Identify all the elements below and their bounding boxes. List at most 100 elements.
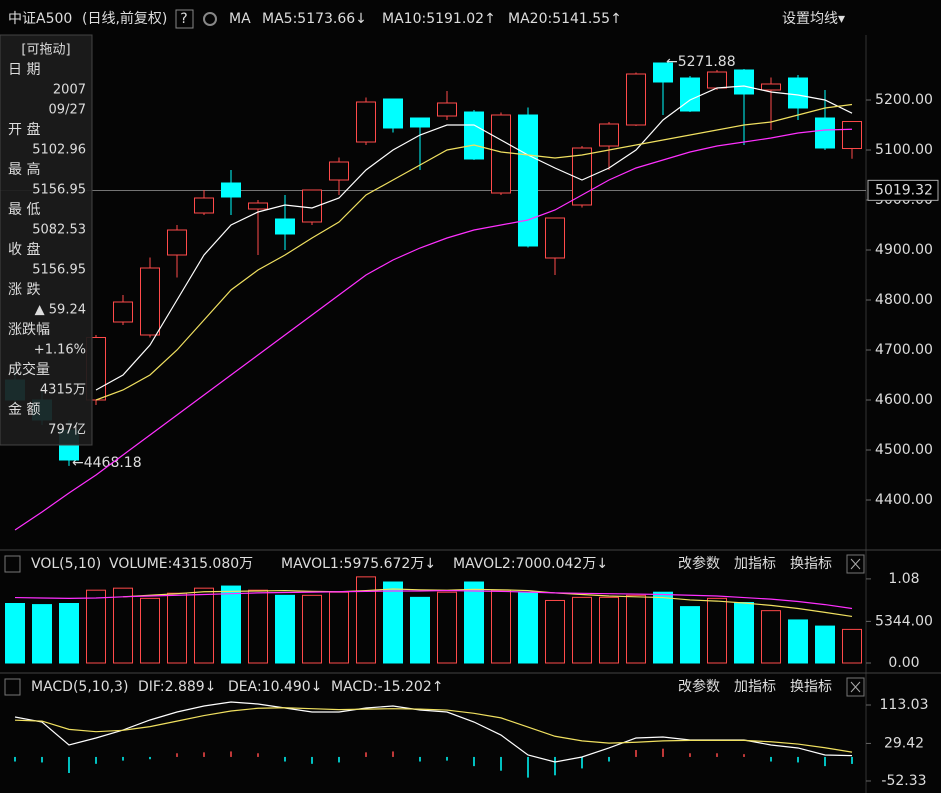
vol-legend: MAVOL1:5975.672万↓ [281,556,436,572]
candle-body [707,71,727,89]
volume-bar [464,581,484,664]
button[interactable]: 换指标 [790,678,832,695]
candle-body [167,229,187,256]
volume-bar [248,589,268,664]
ma-line [95,103,853,401]
price-tag-label: 5019.32 [875,182,933,198]
candle-body [194,197,214,214]
info-value: 4315万 [40,383,86,398]
button[interactable]: 加指标 [734,679,776,695]
volume-bar [572,596,592,664]
volume-bar [194,587,214,664]
button[interactable]: 换指标 [790,555,832,572]
info-value: 797亿 [48,423,86,438]
vol-legend: MAVOL2:7000.042万↓ [453,556,608,572]
candle-body [734,69,754,95]
y-tick-label: 0.00 [888,655,919,671]
y-tick-label: 4900.00 [875,242,933,258]
macd-legend: DEA:10.490↓ [228,679,322,695]
ma10-legend: MA10:5191.02↑ [382,11,496,27]
y-tick-label: 4700.00 [875,342,933,358]
volume-bar [518,591,538,664]
volume-bar [221,585,241,664]
button[interactable]: 加指标 [734,556,776,572]
info-label: 最 高 [8,161,40,178]
y-tick-label: -52.33 [881,773,926,789]
volume-bar [59,603,79,664]
volume-bar [599,596,619,664]
candle-body [221,182,241,198]
ma-line [95,85,853,391]
volume-bar [86,589,106,664]
candle-body [356,101,376,143]
info-label: 涨 跌 [8,282,40,298]
candle-body [140,267,160,336]
info-value: ▲ 59.24 [35,303,86,318]
candle-body [491,114,511,194]
volume-bar [788,619,808,664]
volume-bar [302,594,322,664]
candle-body [275,218,295,235]
price-tag [867,179,939,201]
candle-body [842,121,862,150]
volume-bar [653,591,673,664]
button[interactable]: 改参数 [678,678,720,695]
candle-body [653,62,673,83]
help[interactable]: ? [180,11,187,27]
info-panel[interactable]: [可拖动] 日 期 2007 09/27 开 盘 5102.96 最 高 515… [0,34,93,446]
candle-body [248,202,268,210]
volume-bar [680,606,700,664]
info-panel-bg [0,34,93,446]
button[interactable]: 改参数 [678,555,720,572]
info-label: 开 盘 [8,121,40,138]
volume-bar [383,581,403,664]
volume-bar [32,604,52,664]
title: 中证A500 [8,11,72,27]
close-box[interactable] [846,554,865,574]
info-label: 最 低 [8,202,40,218]
vol-title: VOL(5,10) [31,556,101,572]
volume-bar [410,596,430,664]
collapse-box[interactable] [4,678,21,696]
ma20-legend: MA20:5141.55↑ [508,11,622,27]
y-tick-label: 5344.00 [875,613,933,629]
y-tick-label: 5100.00 [875,142,933,158]
y-tick-label: 4600.00 [875,392,933,408]
ma-line [14,707,853,753]
y-tick-label: 29.42 [884,735,924,751]
candle-body [113,301,133,323]
volume-bar [140,597,160,664]
candle-body [599,123,619,147]
candle-body [383,98,403,129]
volume-bar [437,591,457,664]
volume-bar [734,601,754,664]
ma-line [14,589,853,610]
low-annotation: ←4468.18 [72,455,142,471]
info-value: +1.16% [34,343,86,358]
gear-icon[interactable] [203,12,217,26]
close-icon[interactable] [850,681,861,693]
y-tick-label: 113.03 [880,697,929,713]
settings[interactable]: 设置均线▾ [782,11,845,27]
collapse-box[interactable] [4,555,21,573]
close-box[interactable] [846,677,865,697]
close-icon[interactable] [850,558,861,570]
info-label: 金 额 [8,402,40,418]
info-label: 收 盘 [8,241,40,258]
candle-body [680,77,700,112]
candle-body [815,117,835,149]
info-value: 5156.95 [32,183,86,198]
macd-legend: DIF:2.889↓ [138,679,216,695]
ma-label: MA [229,11,251,27]
volume-bar [761,610,781,664]
candle-body [518,114,538,247]
volume-bar [329,591,349,664]
ma-line [14,128,853,531]
y-tick-label: 4400.00 [875,492,933,508]
help-box[interactable] [175,9,194,29]
volume-bar [545,599,565,664]
high-annotation: ←5271.88 [666,54,736,70]
info-text: [可拖动] [21,43,70,58]
volume-bar [815,625,835,664]
